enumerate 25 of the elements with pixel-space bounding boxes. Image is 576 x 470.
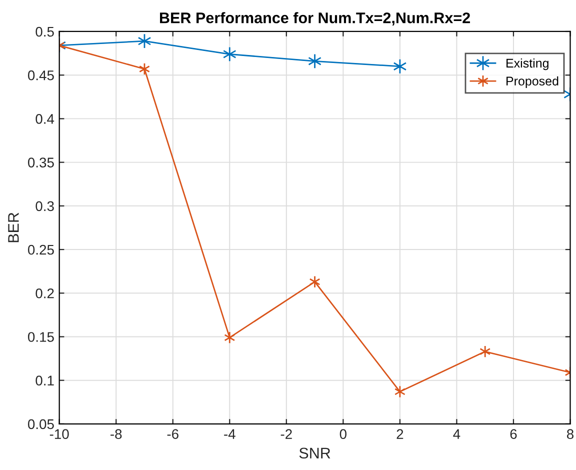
x-tick-label: 4	[453, 429, 460, 439]
y-tick-label: 0.25	[28, 244, 54, 255]
legend-label: Proposed	[506, 76, 558, 88]
x-tick-label: 6	[510, 429, 517, 440]
y-tick-label: 0.1	[36, 376, 54, 386]
x-tick-label: -4	[224, 429, 236, 439]
x-tick-label: 2	[396, 429, 404, 439]
x-tick-label: -6	[167, 429, 178, 440]
x-tick-label: -2	[280, 429, 292, 439]
y-tick-label: 0.35	[28, 158, 54, 168]
y-tick-label: 0.3	[36, 201, 54, 212]
y-tick-label: 0.2	[36, 288, 54, 298]
y-tick-label: 0.05	[28, 419, 54, 430]
x-tick-label: -10	[50, 429, 69, 440]
legend-label: Existing	[506, 58, 548, 70]
y-tick-label: 0.4	[36, 114, 54, 124]
x-tick-label: 0	[340, 429, 346, 440]
y-tick-label: 0.45	[28, 70, 54, 80]
y-tick-label: 0.15	[28, 332, 54, 342]
chart-title: BER Performance for Num.Tx=2,Num.Rx=2	[160, 12, 470, 26]
x-tick-label: -8	[110, 429, 122, 440]
x-axis-title: SNR	[299, 448, 330, 459]
y-tick-label: 0.5	[36, 26, 54, 37]
x-tick-label: 8	[566, 429, 574, 440]
y-axis-title: BER	[8, 212, 19, 242]
